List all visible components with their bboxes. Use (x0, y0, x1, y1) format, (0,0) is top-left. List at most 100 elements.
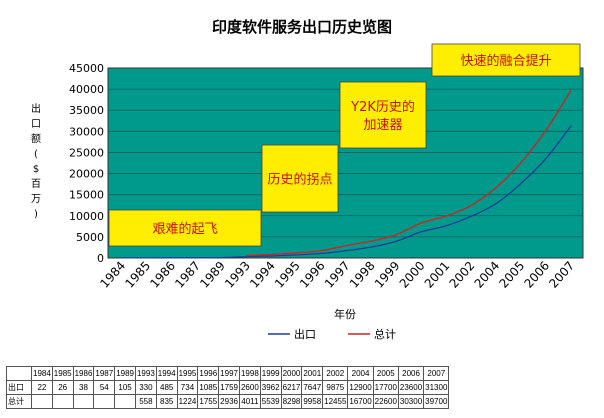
table-cell: 22600 (372, 394, 399, 409)
x-tick-label: 1994 (247, 259, 278, 291)
table-cell: 2004 (347, 366, 374, 381)
table-row-header: 总计 (6, 394, 32, 409)
x-axis-label: 年份 (334, 307, 356, 321)
table-cell: 1999 (259, 366, 282, 381)
table-row-header: 出口 (6, 380, 32, 395)
table-cell: 1987 (93, 366, 116, 381)
table-cell (51, 394, 74, 409)
x-tick-label: 2006 (521, 259, 552, 291)
x-tick-label: 1995 (272, 259, 303, 291)
annotation-box (431, 43, 581, 77)
table-cell: 1224 (176, 394, 199, 409)
line-chart: 印度软件服务出口历史览图 出口额($百万) 050001000015000200… (31, 18, 584, 341)
annotation-text: 艰难的起飞 (152, 221, 217, 237)
y-axis-label-char: ) (34, 209, 38, 220)
table-cell: 17700 (372, 380, 399, 395)
table-cell: 6217 (280, 380, 303, 395)
y-tick-label: 35000 (69, 104, 104, 117)
table-cell: 12455 (322, 394, 349, 409)
legend-label: 总计 (374, 327, 396, 341)
x-tick-label: 1997 (322, 259, 353, 291)
x-tick-label: 2000 (397, 259, 428, 291)
data-table: 1984 1985 1986 1987 1989 1993 1994 1995 1996 1997… (6, 366, 450, 409)
table-cell (93, 394, 116, 409)
x-tick-labels: 1984198519861987198919931994199519961997… (97, 259, 577, 291)
table-cell: 2007 (423, 366, 450, 381)
annotation-text: 历史的拐点 (267, 172, 332, 188)
x-tick-label: 1985 (122, 259, 153, 291)
table-cell: 39700 (423, 394, 450, 409)
chart-title: 印度软件服务出口历史览图 (212, 18, 392, 36)
x-tick-label: 2007 (546, 259, 577, 291)
table-cell (72, 394, 95, 409)
y-axis-label-char: $ (33, 164, 39, 175)
y-axis-label-char: 口 (31, 119, 41, 130)
y-axis-label-char: 万 (31, 194, 41, 205)
y-tick-label: 20000 (69, 168, 104, 181)
table-cell: 1998 (238, 366, 261, 381)
y-axis-label-char: 百 (31, 178, 41, 190)
table-cell: 1989 (114, 366, 136, 381)
table-cell: 54 (93, 380, 116, 395)
x-tick-label: 2001 (422, 259, 453, 291)
table-cell: 5539 (259, 394, 282, 409)
x-tick-label: 1993 (222, 259, 253, 291)
table-cell: 1996 (197, 366, 220, 381)
table-cell: 4011 (238, 394, 261, 409)
y-tick-label: 0 (97, 252, 104, 265)
table-cell: 2001 (301, 366, 324, 381)
table-cell: 38 (72, 380, 95, 395)
table-cell: 1997 (218, 366, 240, 381)
table-cell: 558 (134, 394, 157, 409)
table-cell (114, 394, 136, 409)
y-axis-label-char: 额 (31, 132, 41, 145)
legend-label: 出口 (294, 327, 316, 341)
y-tick-label: 30000 (69, 125, 104, 138)
table-row: 总计 558 835 1224 1755 2936 4011 5539 8298 9958 1245… (6, 394, 450, 409)
table-cell: 2002 (322, 366, 349, 381)
x-tick-label: 2005 (496, 259, 527, 291)
x-tick-label: 1998 (347, 259, 378, 291)
table-cell: 8298 (280, 394, 303, 409)
table-cell: 30300 (397, 394, 425, 409)
table-cell: 7647 (301, 380, 324, 395)
x-tick-label: 2004 (472, 259, 503, 291)
table-cell: 330 (134, 380, 157, 395)
table-cell: 1993 (134, 366, 157, 381)
x-tick-label: 1989 (197, 259, 228, 291)
table-cell: 26 (51, 380, 74, 395)
x-tick-label: 2002 (447, 259, 478, 291)
table-cell: 1085 (197, 380, 220, 395)
table-cell: 31300 (423, 380, 450, 395)
y-tick-labels: 0 5000 10000 15000 20000 25000 30000 35000 40000… (69, 62, 104, 265)
table-cell (31, 394, 53, 409)
y-tick-label: 40000 (69, 83, 104, 96)
table-cell: 2936 (218, 394, 240, 409)
y-tick-label: 15000 (69, 189, 104, 202)
table-cell: 2005 (372, 366, 399, 381)
table-cell: 12900 (347, 380, 374, 395)
y-axis-label: 出口额 ($ 百万) (31, 102, 41, 220)
y-tick-label: 45000 (69, 62, 104, 75)
table-cell: 23600 (397, 380, 425, 395)
table-cell: 22 (31, 380, 53, 395)
series-line-1 (122, 125, 572, 259)
annotation-text: 加速器 (363, 118, 402, 133)
table-cell: 2006 (397, 366, 425, 381)
annotation-text: 快速的融合提升 (460, 53, 551, 69)
annotation-box (108, 209, 262, 247)
y-axis-label-char: ( (34, 149, 38, 160)
series-line-2 (246, 90, 572, 257)
table-cell: 2000 (280, 366, 303, 381)
table-cell: 3962 (259, 380, 282, 395)
series-lines (122, 90, 572, 259)
x-tick-label: 1986 (147, 259, 178, 291)
table-cell: 485 (155, 380, 178, 395)
annotation-text: Y2K历史的 (350, 99, 415, 115)
table-cell: 1995 (176, 366, 199, 381)
table-cell: 9875 (322, 380, 349, 395)
table-cell: 1984 (31, 366, 53, 381)
table-cell: 1985 (51, 366, 74, 381)
table-row-header (6, 366, 32, 381)
